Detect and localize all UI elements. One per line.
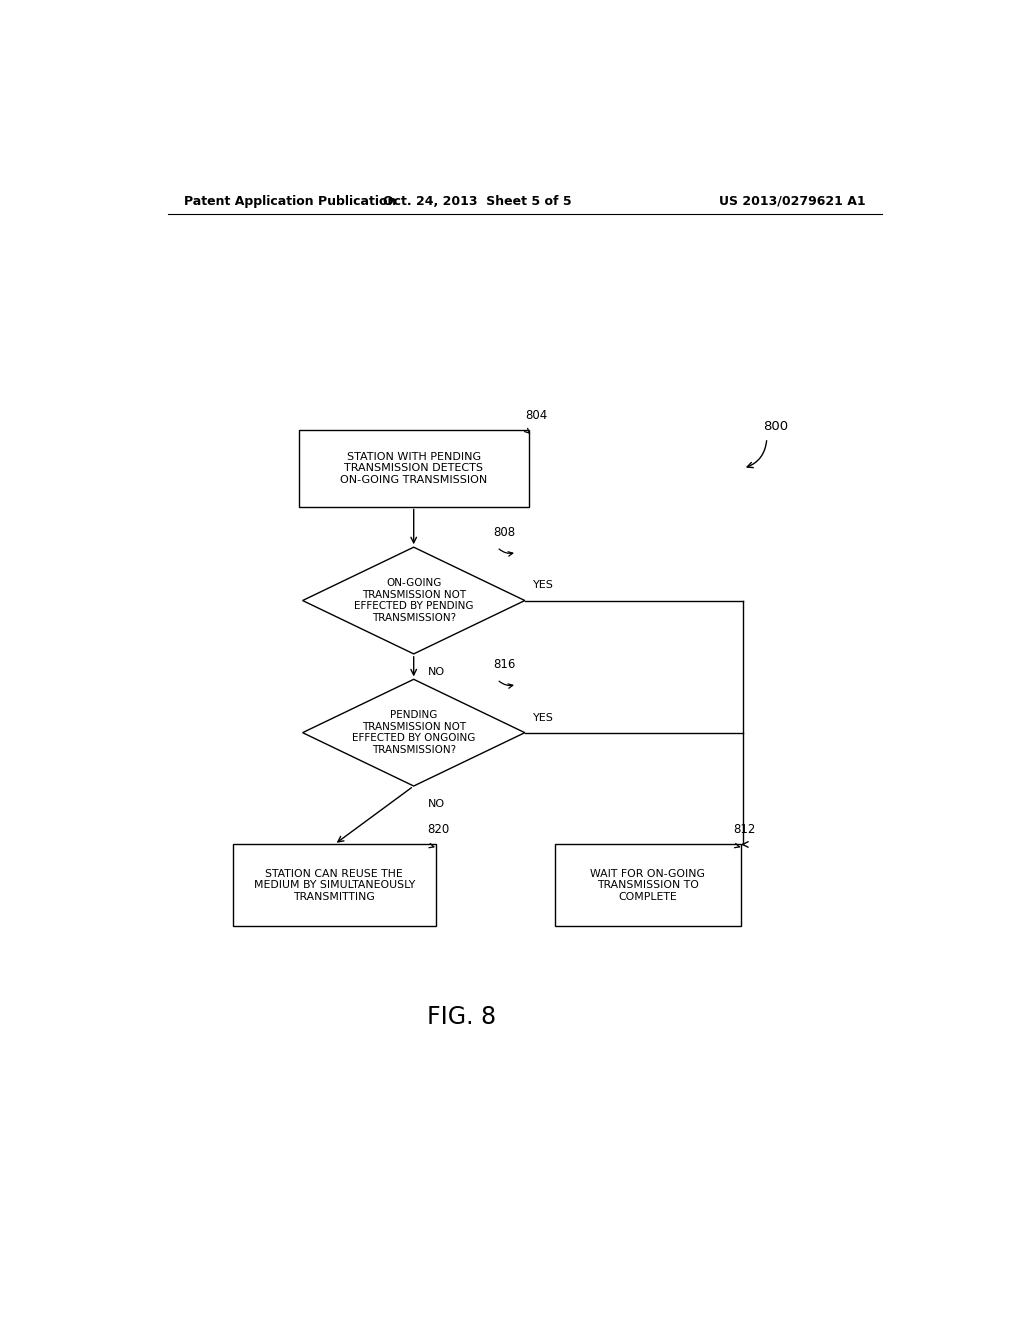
Text: 812: 812 [733, 824, 756, 837]
Text: NO: NO [428, 667, 445, 677]
Text: US 2013/0279621 A1: US 2013/0279621 A1 [720, 194, 866, 207]
Text: FIG. 8: FIG. 8 [427, 1006, 496, 1030]
Polygon shape [303, 680, 524, 785]
Text: STATION CAN REUSE THE
MEDIUM BY SIMULTANEOUSLY
TRANSMITTING: STATION CAN REUSE THE MEDIUM BY SIMULTAN… [254, 869, 415, 902]
Text: 808: 808 [494, 527, 515, 539]
Bar [555, 845, 741, 925]
Text: ON-GOING
TRANSMISSION NOT
EFFECTED BY PENDING
TRANSMISSION?: ON-GOING TRANSMISSION NOT EFFECTED BY PE… [354, 578, 473, 623]
Text: Patent Application Publication: Patent Application Publication [183, 194, 396, 207]
Text: STATION WITH PENDING
TRANSMISSION DETECTS
ON-GOING TRANSMISSION: STATION WITH PENDING TRANSMISSION DETECT… [340, 451, 487, 484]
Text: 820: 820 [428, 824, 450, 837]
Text: NO: NO [428, 800, 445, 809]
Text: YES: YES [532, 713, 554, 722]
Text: 816: 816 [494, 659, 515, 671]
Text: Oct. 24, 2013  Sheet 5 of 5: Oct. 24, 2013 Sheet 5 of 5 [383, 194, 571, 207]
Text: PENDING
TRANSMISSION NOT
EFFECTED BY ONGOING
TRANSMISSION?: PENDING TRANSMISSION NOT EFFECTED BY ONG… [352, 710, 475, 755]
Text: 804: 804 [524, 409, 547, 422]
Text: YES: YES [532, 581, 554, 590]
Bar [233, 845, 435, 925]
Text: WAIT FOR ON-GOING
TRANSMISSION TO
COMPLETE: WAIT FOR ON-GOING TRANSMISSION TO COMPLE… [591, 869, 706, 902]
Polygon shape [303, 548, 524, 653]
Bar [299, 430, 528, 507]
Text: 800: 800 [763, 420, 788, 433]
